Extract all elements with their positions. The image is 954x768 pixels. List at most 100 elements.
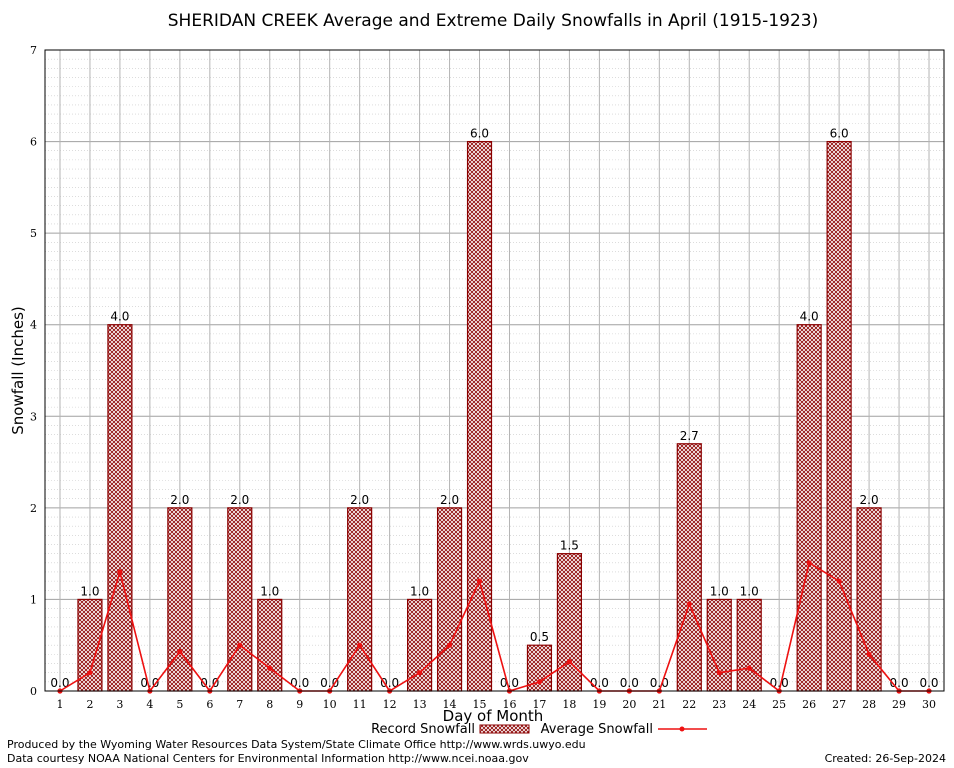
bar-value-label: 0.0 [590,676,609,690]
bar-value-label: 0.5 [530,630,549,644]
x-tick-label: 28 [862,698,876,711]
x-tick-label: 25 [772,698,786,711]
bar-value-labels: 0.0 1.0 4.0 0.0 2.0 0.0 2.0 1.0 0.0 0.0 2.0 0.0 1.0 2… [50,127,938,690]
x-tick-label: 5 [176,698,183,711]
bar-value-label: 0.0 [50,676,69,690]
record-bar [227,507,253,692]
bar-value-label: 6.0 [470,127,489,141]
average-point [686,601,692,607]
bar-value-label: 0.0 [290,676,309,690]
record-bar [736,598,762,692]
x-tick-label: 15 [473,698,487,711]
bar-value-label: 0.0 [140,676,159,690]
grid-major [45,50,944,691]
average-point [446,642,453,648]
y-tick-label: 4 [30,319,37,332]
x-tick-label: 19 [592,698,606,711]
bar-value-label: 0.0 [320,676,339,690]
x-tick-label: 18 [562,698,576,711]
bar-value-label: 0.0 [919,676,938,690]
bar-value-label: 4.0 [800,310,819,324]
x-tick-label: 16 [502,698,516,711]
y-tick-label: 2 [30,502,37,515]
x-tick-label: 12 [383,698,397,711]
y-axis-label: Snowfall (Inches) [9,306,27,434]
record-bar [347,507,373,692]
average-line-path [59,561,930,693]
x-tick-label: 9 [296,698,303,711]
x-tick-label: 3 [116,698,123,711]
legend-record-label: Record Snowfall [371,722,475,737]
average-point [267,665,273,671]
bar-value-label: 2.0 [170,493,189,507]
average-point [836,578,842,584]
y-tick-label: 6 [30,136,37,149]
x-tick-label: 23 [712,698,726,711]
average-point [237,642,243,648]
legend: Record Snowfall Average Snowfall [371,722,707,737]
record-bar [796,324,822,692]
x-tick-label: 6 [206,698,213,711]
x-tick-label: 20 [622,698,636,711]
footer-data-courtesy: Data courtesy NOAA National Centers for … [7,752,529,765]
record-bar [676,443,702,692]
x-tick-label: 22 [682,698,696,711]
x-tick-label: 21 [652,698,666,711]
y-tick-label: 7 [30,44,37,57]
plot-frame [44,49,945,692]
bar-value-label: 2.0 [440,493,459,507]
x-tick-label: 17 [532,698,546,711]
record-bar [826,140,852,692]
x-tick-label: 10 [323,698,337,711]
average-point [476,578,483,584]
x-axis-label: Day of Month [443,707,544,725]
y-tick-label: 3 [30,410,37,423]
average-point [177,649,183,655]
x-tick-label: 1 [56,698,63,711]
bar-value-label: 1.0 [260,584,279,598]
record-bars [77,140,882,692]
x-tick-label: 8 [266,698,273,711]
legend-record-swatch [479,724,530,734]
footer-produced-by: Produced by the Wyoming Water Resources … [7,738,586,751]
x-tick-label: 7 [236,698,243,711]
bar-value-label: 6.0 [830,127,849,141]
record-bar [257,598,283,692]
average-point [746,665,752,671]
bar-value-label: 1.0 [80,584,99,598]
x-tick-labels: 1 2 3 4 5 6 7 8 9 10 11 12 13 14 15 16 17 18 19 20 21 22 23 24 2… [56,698,936,711]
average-point [566,659,573,665]
bar-value-label: 0.0 [380,676,399,690]
bar-value-label: 0.0 [500,676,519,690]
x-tick-label: 11 [353,698,367,711]
y-tick-labels: 0 1 2 3 4 5 6 7 [30,44,37,698]
footer-created: Created: 26-Sep-2024 [824,752,946,765]
bar-value-label: 2.0 [230,493,249,507]
average-point [866,651,872,657]
record-bar [436,507,463,692]
bar-value-label: 2.7 [680,429,699,443]
x-tick-label: 24 [742,698,756,711]
bar-value-label: 0.0 [200,676,219,690]
bar-value-label: 4.0 [110,310,129,324]
x-tick-label: 26 [802,698,816,711]
average-point [357,642,363,648]
bar-value-label: 1.0 [740,584,759,598]
x-tick-label: 29 [892,698,906,711]
average-point [117,569,123,575]
bar-value-label: 0.0 [650,676,669,690]
y-tick-label: 5 [30,227,37,240]
chart-title: SHERIDAN CREEK Average and Extreme Daily… [168,11,818,31]
bar-value-label: 1.0 [710,584,729,598]
bar-value-label: 0.0 [890,676,909,690]
x-tick-label: 13 [413,698,427,711]
legend-average-marker [679,726,685,732]
bar-value-label: 2.0 [350,493,369,507]
x-tick-label: 14 [443,698,457,711]
average-point [716,670,722,676]
x-tick-label: 30 [922,698,936,711]
average-point [416,670,423,676]
record-bar [466,140,493,692]
bar-value-label: 1.0 [410,584,429,598]
